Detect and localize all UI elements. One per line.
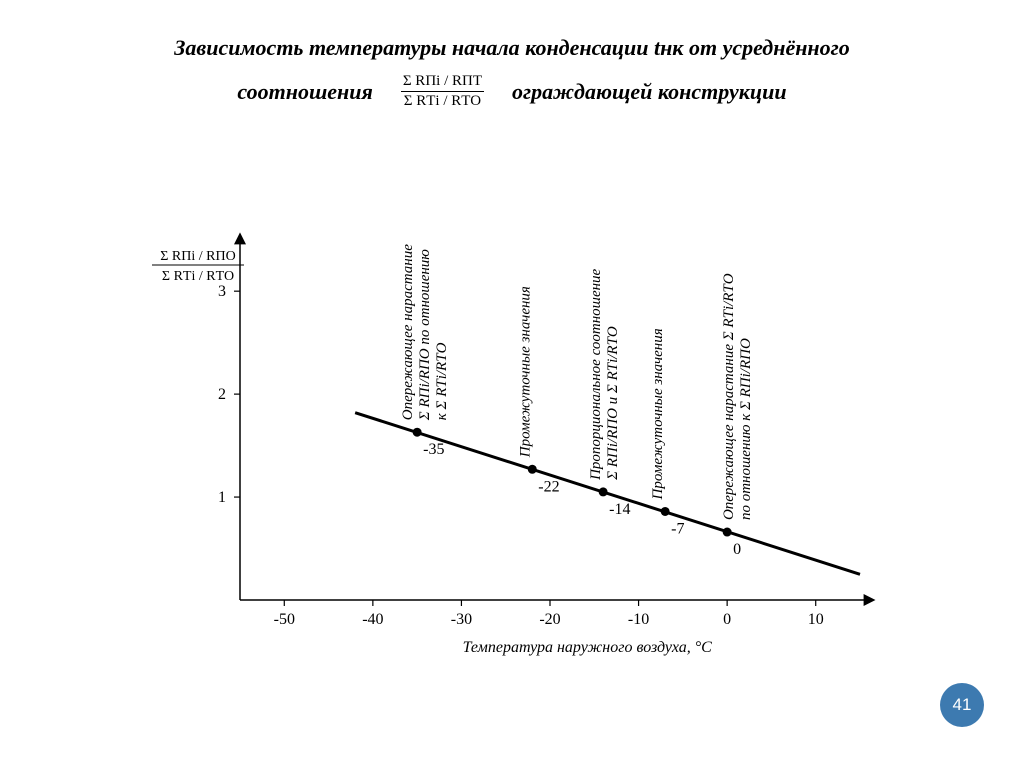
svg-text:-35: -35 <box>423 441 444 458</box>
svg-text:-7: -7 <box>671 520 684 537</box>
svg-text:к Σ RТi/RТО: к Σ RТi/RТО <box>434 342 450 420</box>
svg-text:1: 1 <box>218 489 226 506</box>
svg-text:-14: -14 <box>609 501 630 518</box>
title-line-1: Зависимость температуры начала конденсац… <box>0 30 1024 65</box>
svg-text:Опережающее нарастание Σ RТi/R: Опережающее нарастание Σ RТi/RТО <box>721 273 737 520</box>
title-ratio: Σ RПi / RПТ Σ RТi / RТО <box>401 73 484 109</box>
page-title: Зависимость температуры начала конденсац… <box>0 30 1024 109</box>
svg-text:0: 0 <box>733 541 741 558</box>
svg-text:-50: -50 <box>274 611 295 628</box>
page-number: 41 <box>953 695 972 715</box>
svg-text:Σ RТi / RТО: Σ RТi / RТО <box>162 269 234 284</box>
svg-text:-30: -30 <box>451 611 472 628</box>
svg-text:по отношению к Σ RПi/RПО: по отношению к Σ RПi/RПО <box>738 338 754 520</box>
svg-text:3: 3 <box>218 283 226 300</box>
svg-text:0: 0 <box>723 611 731 628</box>
page: Зависимость температуры начала конденсац… <box>0 0 1024 767</box>
svg-text:10: 10 <box>808 611 824 628</box>
title-word-left: соотношения <box>237 74 372 109</box>
svg-text:Промежуточные значения: Промежуточные значения <box>650 328 666 500</box>
svg-text:Температура наружного воздуха,: Температура наружного воздуха, °C <box>463 639 712 656</box>
page-number-badge: 41 <box>940 683 984 727</box>
title-ratio-num: Σ RПi / RПТ <box>401 73 484 90</box>
title-ratio-den: Σ RТi / RТО <box>402 93 483 110</box>
svg-text:-40: -40 <box>362 611 383 628</box>
svg-text:Опережающее нарастание: Опережающее нарастание <box>400 244 416 420</box>
svg-text:Промежуточные значения: Промежуточные значения <box>517 286 533 458</box>
svg-text:-10: -10 <box>628 611 649 628</box>
chart: -50-40-30-20-10010Температура наружного … <box>150 150 890 680</box>
svg-text:Σ RПi/RПО по отношению: Σ RПi/RПО по отношению <box>417 249 433 422</box>
svg-text:Пропорциональное соотношение: Пропорциональное соотношение <box>588 268 604 480</box>
title-word-right: ограждающей конструкции <box>512 74 787 109</box>
svg-text:-22: -22 <box>538 478 559 495</box>
svg-text:Σ RПi/RПО и Σ RТi/RТО: Σ RПi/RПО и Σ RТi/RТО <box>605 326 621 481</box>
svg-text:2: 2 <box>218 386 226 403</box>
svg-text:-20: -20 <box>539 611 560 628</box>
svg-text:Σ RПi / RПО: Σ RПi / RПО <box>160 249 235 264</box>
